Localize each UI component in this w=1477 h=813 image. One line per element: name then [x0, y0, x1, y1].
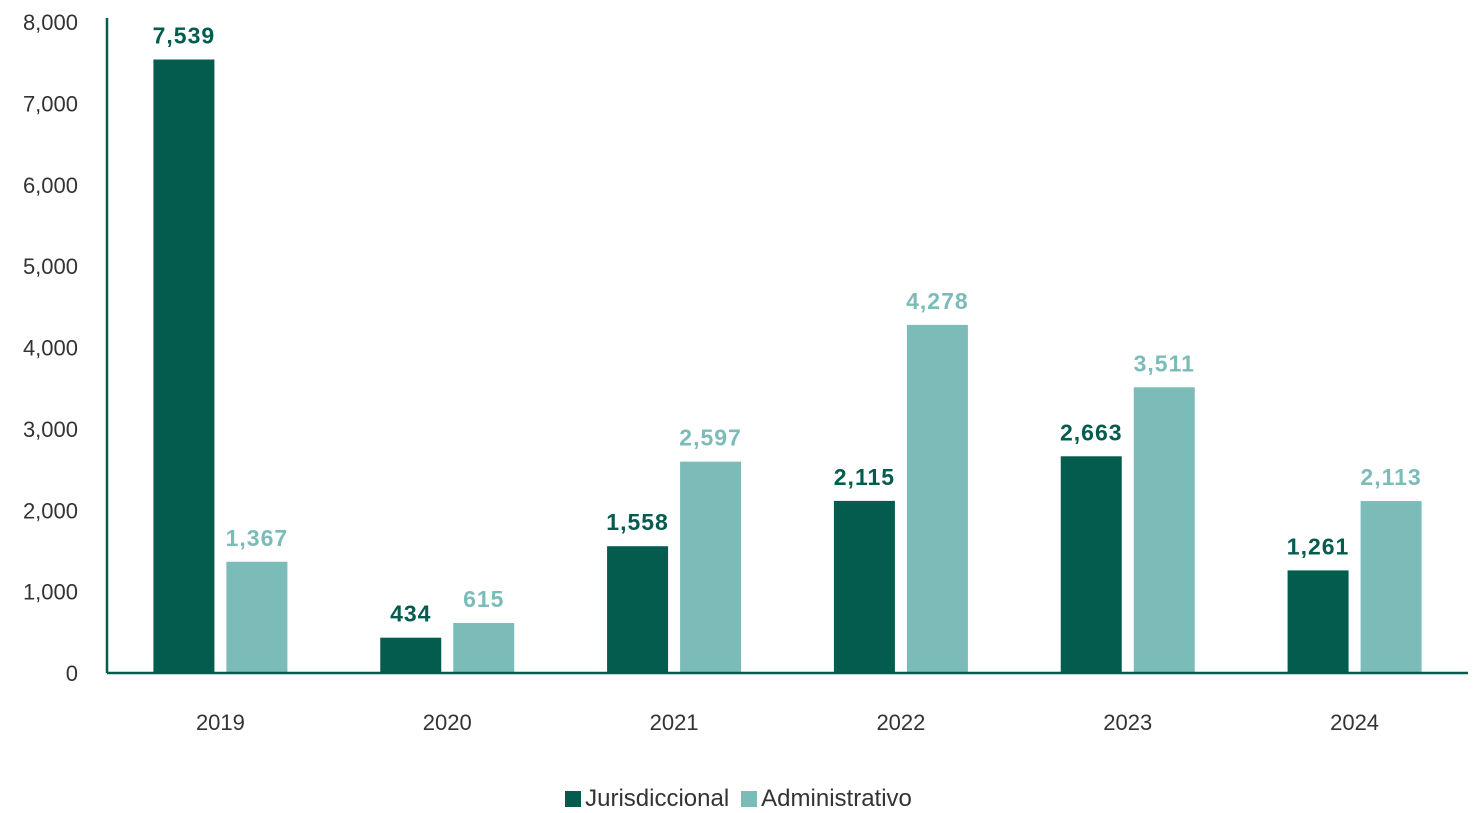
y-tick-label: 6,000	[23, 173, 78, 198]
bar-jurisdiccional-2019	[153, 59, 215, 674]
legend-item-administrativo: Administrativo	[741, 785, 912, 813]
bar-jurisdiccional-2021	[607, 546, 669, 673]
bar-jurisdiccional-2022	[833, 500, 895, 673]
bar-jurisdiccional-2020	[380, 637, 442, 673]
data-label: 1,367	[226, 525, 289, 551]
x-tick-label: 2019	[196, 710, 245, 735]
legend-label-jurisdiccional: Jurisdiccional	[585, 785, 730, 812]
y-tick-label: 0	[66, 661, 78, 686]
bar-administrativo-2019	[226, 561, 288, 673]
data-labels: 7,539 434 1,558 2,115 2,663 1,261 1,367 615 2,59…	[153, 23, 1421, 627]
data-label: 615	[463, 586, 504, 612]
y-tick-label: 5,000	[23, 254, 78, 279]
y-axis-ticks: 0 1,000 2,000 3,000 4,000 5,000 6,000 7,000 8,00…	[23, 10, 78, 686]
legend-label-administrativo: Administrativo	[761, 785, 912, 812]
data-label: 2,663	[1060, 419, 1123, 445]
legend: Jurisdiccional Administrativo	[0, 785, 1477, 813]
y-tick-label: 1,000	[23, 580, 78, 605]
bar-administrativo-2022	[906, 324, 968, 673]
data-label: 4,278	[906, 288, 969, 314]
data-label: 2,115	[834, 464, 895, 490]
y-tick-label: 2,000	[23, 498, 78, 523]
y-tick-label: 7,000	[23, 91, 78, 116]
data-label: 3,511	[1134, 350, 1195, 376]
data-label: 7,539	[153, 23, 216, 49]
legend-swatch-jurisdiccional	[565, 791, 582, 807]
data-label: 2,113	[1360, 464, 1421, 490]
x-axis-ticks: 2019 2020 2021 2022 2023 2024	[196, 710, 1379, 735]
x-tick-label: 2020	[423, 710, 472, 735]
x-tick-label: 2024	[1330, 710, 1379, 735]
data-label: 434	[390, 601, 431, 627]
data-label: 2,597	[679, 425, 742, 451]
data-label: 1,558	[606, 509, 669, 535]
x-tick-label: 2023	[1103, 710, 1152, 735]
legend-swatch-administrativo	[741, 791, 758, 807]
bar-administrativo-2024	[1360, 501, 1422, 673]
legend-item-jurisdiccional: Jurisdiccional	[565, 785, 729, 813]
data-label: 1,261	[1287, 533, 1350, 559]
bars	[153, 59, 1422, 674]
y-tick-label: 8,000	[23, 10, 78, 35]
x-tick-label: 2022	[876, 710, 925, 735]
y-tick-label: 4,000	[23, 336, 78, 361]
x-tick-label: 2021	[650, 710, 699, 735]
bar-administrativo-2021	[680, 461, 742, 673]
bar-jurisdiccional-2024	[1287, 570, 1349, 673]
bar-jurisdiccional-2023	[1060, 456, 1122, 673]
y-tick-label: 3,000	[23, 417, 78, 442]
bar-administrativo-2020	[453, 622, 515, 673]
bar-administrativo-2023	[1133, 387, 1195, 673]
